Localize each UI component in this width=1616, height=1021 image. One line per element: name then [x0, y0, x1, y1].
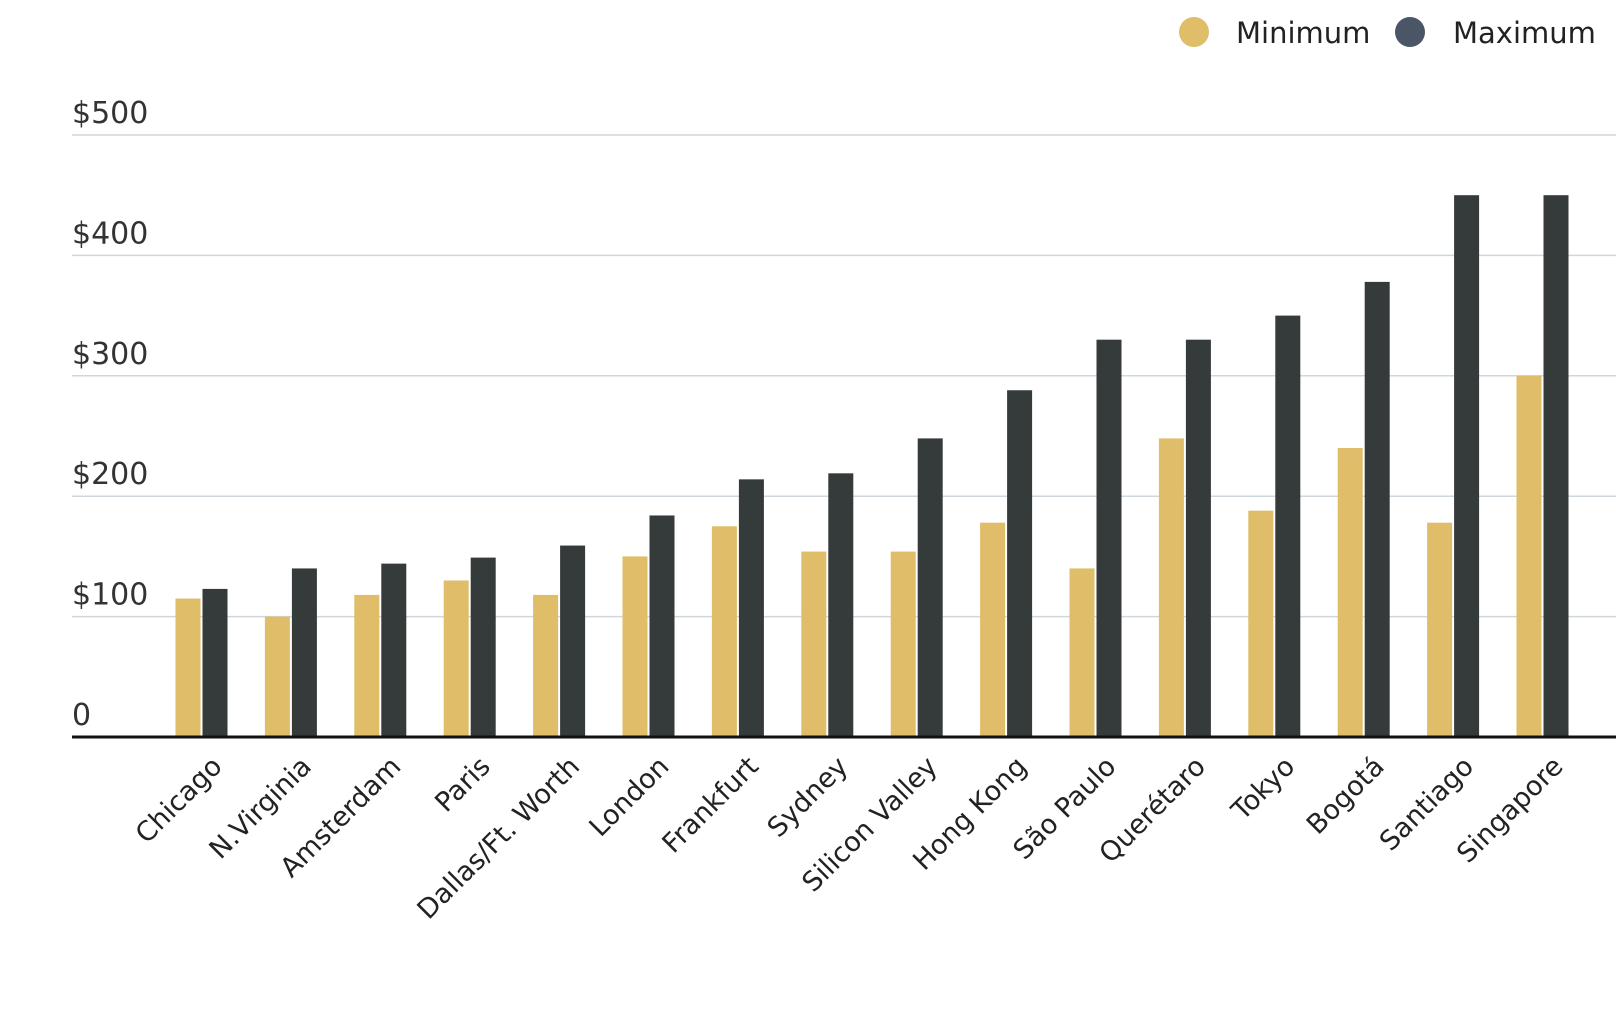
bar-maximum — [1007, 390, 1033, 737]
bar-minimum — [264, 616, 290, 737]
bar-maximum — [1275, 315, 1301, 737]
x-tick-label: Sydney — [762, 751, 855, 844]
bar-maximum — [291, 568, 317, 737]
bar-maximum — [738, 479, 764, 737]
bar-minimum — [443, 580, 469, 737]
bar-minimum — [1427, 522, 1453, 737]
bar-maximum — [1543, 195, 1569, 737]
bar-minimum — [1516, 375, 1542, 737]
legend-maximum-swatch — [1395, 17, 1425, 47]
bar-minimum — [890, 551, 916, 737]
bar-minimum — [1069, 568, 1095, 737]
legend: Minimum Maximum — [1179, 16, 1596, 50]
x-tick-label: Bogotá — [1301, 751, 1391, 841]
bar-minimum — [622, 556, 648, 737]
y-tick-label: $300 — [72, 337, 148, 372]
bar-maximum — [917, 438, 943, 737]
bar-maximum — [1096, 339, 1122, 737]
x-tick-label: London — [584, 751, 676, 843]
bar-maximum — [202, 588, 228, 737]
bars — [175, 195, 1569, 737]
bar-minimum — [1337, 448, 1363, 737]
x-tick-label: Dallas/Ft. Worth — [412, 751, 586, 925]
y-tick-label: $200 — [72, 457, 148, 492]
x-tick-label: Frankfurt — [656, 751, 764, 859]
bar-minimum — [1248, 510, 1274, 737]
y-tick-label: $100 — [72, 578, 148, 613]
bar-maximum — [828, 473, 854, 737]
legend-minimum-label: Minimum — [1236, 16, 1370, 50]
x-tick-label: Tokyo — [1225, 751, 1301, 827]
y-tick-label: $500 — [72, 96, 148, 131]
x-tick-label: Paris — [429, 751, 496, 818]
bar-minimum — [533, 594, 559, 737]
bar-maximum — [1364, 281, 1390, 737]
bar-maximum — [470, 557, 496, 737]
bar-minimum — [801, 551, 827, 737]
bar-maximum — [560, 545, 586, 737]
bar-maximum — [1454, 195, 1480, 737]
bar-minimum — [1158, 438, 1184, 737]
legend-minimum-swatch — [1179, 17, 1209, 47]
bar-minimum — [354, 594, 380, 737]
bar-minimum — [175, 598, 201, 737]
bar-maximum — [649, 515, 675, 737]
bar-maximum — [381, 563, 407, 737]
y-axis-ticks: 0 $100 $200 $300 $400 $500 — [72, 96, 148, 733]
bar-minimum — [980, 522, 1006, 737]
y-tick-label: 0 — [72, 698, 91, 733]
legend-maximum-label: Maximum — [1453, 16, 1596, 50]
bar-maximum — [1185, 339, 1211, 737]
bar-minimum — [711, 526, 737, 737]
y-tick-label: $400 — [72, 216, 148, 251]
